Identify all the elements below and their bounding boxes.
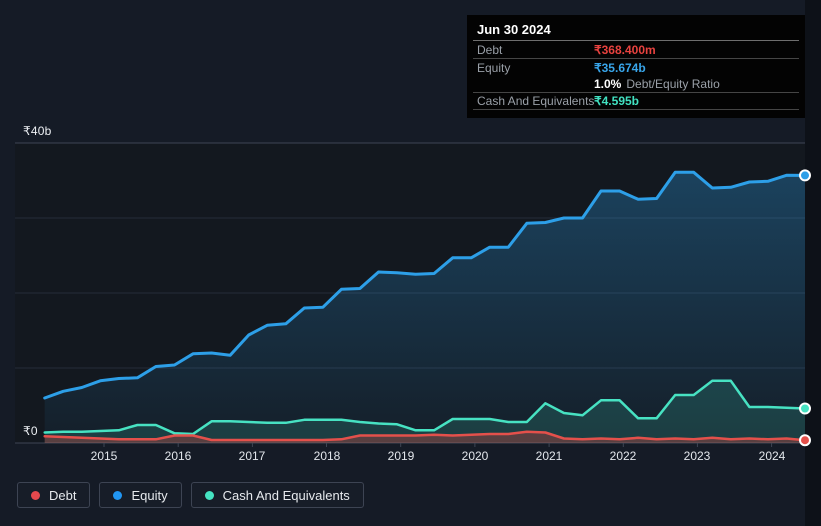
tooltip-equity-value: ₹35.674b (594, 60, 646, 75)
y-axis-label-top: ₹40b (23, 124, 52, 138)
tooltip-date: Jun 30 2024 (473, 15, 799, 41)
legend-item-debt[interactable]: Debt (17, 482, 91, 508)
tooltip-debt-value: ₹368.400m (594, 42, 656, 57)
tooltip: Jun 30 2024 Debt ₹368.400m Equity ₹35.67… (467, 15, 805, 118)
legend-item-cash[interactable]: Cash And Equivalents (190, 482, 364, 508)
x-tick-label: 2020 (461, 449, 489, 463)
cash-area (44, 380, 805, 443)
right-margin (805, 0, 821, 526)
x-tick-label: 2018 (313, 449, 341, 463)
tooltip-equity-label: Equity (477, 60, 511, 75)
equity-color-dot (113, 490, 123, 500)
legend-equity-label: Equity (131, 487, 168, 503)
tooltip-ratio-value: 1.0% (594, 77, 622, 91)
cash-line (43, 379, 807, 436)
debt-line (43, 430, 807, 442)
debt-endpoint-marker[interactable] (799, 434, 811, 447)
x-tick-label: 2024 (758, 449, 786, 463)
cash-endpoint-marker[interactable] (799, 402, 811, 415)
y-axis-label-zero: ₹0 (23, 424, 38, 438)
legend-debt-label: Debt (49, 487, 77, 503)
x-tick-label: 2017 (238, 449, 266, 463)
debt-color-dot (31, 490, 40, 500)
legend-cash-label: Cash And Equivalents (222, 487, 350, 503)
equity-endpoint-marker[interactable] (799, 169, 811, 182)
x-tick-label: 2016 (164, 449, 192, 463)
tooltip-ratio-label: Debt/Equity Ratio (626, 77, 720, 91)
x-tick-label: 2019 (387, 449, 415, 463)
tooltip-cash-label: Cash And Equivalents (477, 94, 595, 108)
x-tick-label: 2022 (609, 449, 637, 463)
x-tick-label: 2015 (90, 449, 118, 463)
tooltip-debt-label: Debt (477, 42, 503, 57)
tooltip-row-equity: Equity ₹35.674b (473, 59, 799, 76)
x-tick-label: 2023 (683, 449, 711, 463)
tooltip-ratio: 1.0% Debt/Equity Ratio (594, 77, 720, 91)
legend-item-equity[interactable]: Equity (99, 482, 182, 508)
legend: Debt Equity Cash And Equivalents (17, 482, 364, 508)
equity-area (44, 172, 805, 444)
tooltip-cash-value: ₹4.595b (594, 94, 639, 108)
cash-color-dot (204, 490, 214, 500)
equity-line (43, 170, 807, 400)
x-tick-label: 2021 (535, 449, 563, 463)
tooltip-row-cash: Cash And Equivalents ₹4.595b (473, 93, 799, 110)
tooltip-row-debt: Debt ₹368.400m (473, 41, 799, 59)
tooltip-row-ratio: 1.0% Debt/Equity Ratio (473, 76, 799, 93)
